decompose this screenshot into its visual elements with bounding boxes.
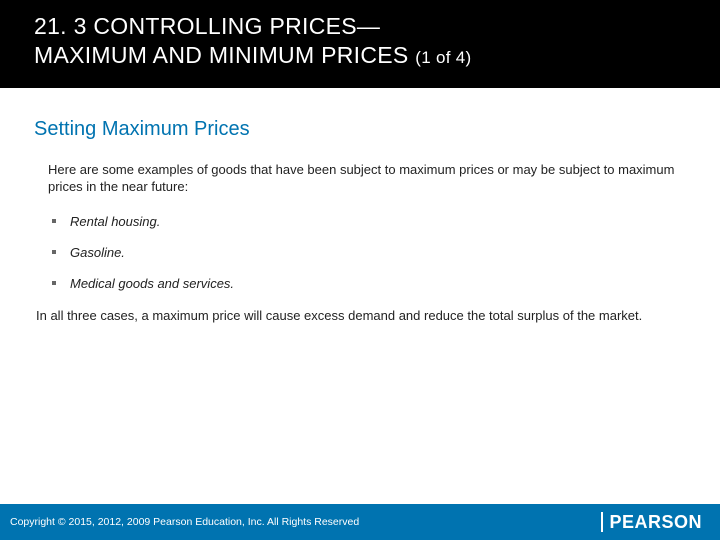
logo-text: PEARSON: [609, 512, 702, 533]
slide-footer: Copyright © 2015, 2012, 2009 Pearson Edu…: [0, 504, 720, 540]
intro-paragraph: Here are some examples of goods that hav…: [48, 161, 686, 196]
slide-header: 21. 3 CONTROLLING PRICES— MAXIMUM AND MI…: [0, 0, 720, 88]
title-line2-sub: (1 of 4): [415, 48, 471, 67]
list-item: Medical goods and services.: [48, 276, 686, 291]
slide-content: Setting Maximum Prices Here are some exa…: [0, 88, 720, 325]
title-line1: 21. 3 CONTROLLING PRICES—: [34, 13, 380, 39]
copyright-text: Copyright © 2015, 2012, 2009 Pearson Edu…: [10, 516, 359, 528]
section-heading: Setting Maximum Prices: [34, 118, 686, 141]
conclusion-paragraph: In all three cases, a maximum price will…: [36, 307, 686, 325]
logo-bar-icon: [601, 512, 603, 532]
slide-title: 21. 3 CONTROLLING PRICES— MAXIMUM AND MI…: [34, 12, 720, 70]
list-item: Gasoline.: [48, 245, 686, 260]
title-line2-main: MAXIMUM AND MINIMUM PRICES: [34, 42, 415, 68]
list-item: Rental housing.: [48, 214, 686, 229]
pearson-logo: PEARSON: [601, 512, 702, 533]
bullet-list: Rental housing. Gasoline. Medical goods …: [48, 214, 686, 291]
